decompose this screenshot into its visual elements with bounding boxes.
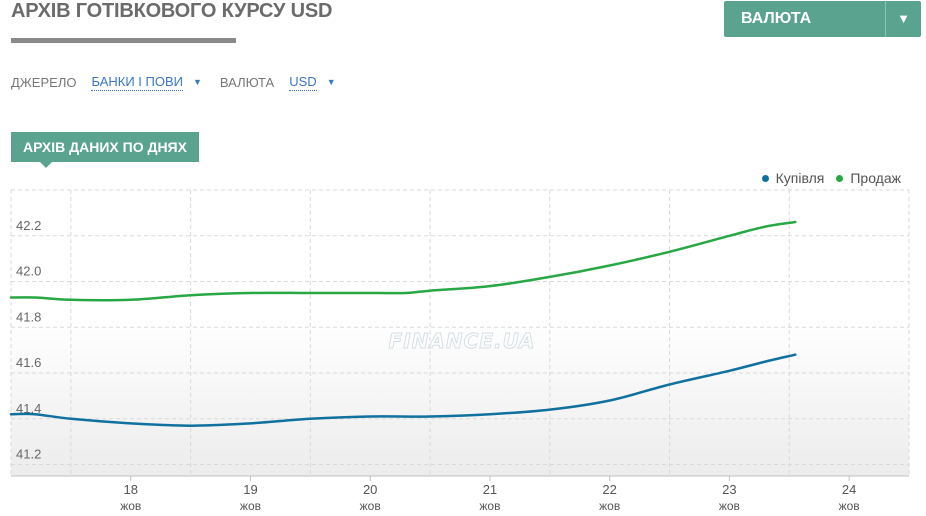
currency-dropdown-button[interactable]: ВАЛЮТА ▼ <box>724 1 921 37</box>
y-tick-label: 41.8 <box>16 309 41 324</box>
x-tick-sublabel: жов <box>240 499 261 513</box>
x-tick-sublabel: жов <box>479 499 500 513</box>
grid-lines <box>10 189 910 476</box>
section-tab-pointer <box>40 162 52 168</box>
legend-label-buy: Купівля <box>775 170 825 186</box>
legend-label-sell: Продаж <box>850 170 901 186</box>
y-tick-label: 42.0 <box>16 264 41 279</box>
x-tick-label: 24 <box>842 482 856 497</box>
source-filter-label: ДЖЕРЕЛО <box>11 74 77 90</box>
legend-dot-buy <box>761 174 769 182</box>
x-tick-sublabel: жов <box>839 499 860 513</box>
y-axis: 41.2 41.4 41.6 41.8 42.0 42.2 <box>16 218 41 462</box>
legend-item-sell[interactable]: Продаж <box>836 170 901 186</box>
x-tick-sublabel: жов <box>599 499 620 513</box>
rate-chart: FINANCE.UA 41.2 41.4 41.6 41.8 42.0 42.2 18 жо… <box>9 189 910 513</box>
currency-filter-label: ВАЛЮТА <box>219 74 275 90</box>
filter-bar: ДЖЕРЕЛО БАНКИ І ПОВИ ▼ ВАЛЮТА USD ▼ <box>11 72 354 92</box>
x-tick-sublabel: жов <box>120 499 141 513</box>
legend-item-buy[interactable]: Купівля <box>761 170 825 186</box>
x-axis: 18 жов 19 жов 20 жов 21 жов 22 жов 23 жов 24 жов <box>11 475 909 513</box>
section-tab-daily-archive: АРХІВ ДАНИХ ПО ДНЯХ <box>11 132 199 162</box>
y-tick-label: 41.6 <box>16 355 41 370</box>
x-tick-label: 19 <box>243 482 257 497</box>
series-layer <box>9 220 797 427</box>
watermark: FINANCE.UA <box>389 329 536 353</box>
series-line-buy[interactable] <box>9 353 797 427</box>
currency-caret-icon[interactable]: ▼ <box>326 77 336 87</box>
plot-background <box>11 190 909 476</box>
currency-filter-select[interactable]: USD <box>289 73 317 91</box>
chevron-down-icon[interactable]: ▼ <box>897 11 910 26</box>
series-line-sell[interactable] <box>9 220 797 302</box>
x-tick-label: 21 <box>483 482 497 497</box>
y-tick-label: 41.4 <box>16 401 41 416</box>
x-tick-label: 20 <box>363 482 377 497</box>
x-tick-label: 22 <box>602 482 616 497</box>
legend-dot-sell <box>836 174 844 182</box>
source-filter-select[interactable]: БАНКИ І ПОВИ <box>91 73 183 91</box>
title-underline <box>11 38 236 43</box>
y-tick-label: 41.2 <box>16 447 41 462</box>
x-tick-label: 23 <box>722 482 736 497</box>
currency-button-label: ВАЛЮТА <box>741 10 812 27</box>
currency-button-separator <box>885 1 886 37</box>
page-title: АРХІВ ГОТІВКОВОГО КУРСУ USD <box>11 0 333 22</box>
x-tick-label: 18 <box>123 482 137 497</box>
chart-legend: Купівля Продаж <box>750 170 901 186</box>
x-tick-sublabel: жов <box>360 499 381 513</box>
x-tick-sublabel: жов <box>719 499 740 513</box>
source-caret-icon[interactable]: ▼ <box>193 77 202 87</box>
y-tick-label: 42.2 <box>16 218 41 233</box>
